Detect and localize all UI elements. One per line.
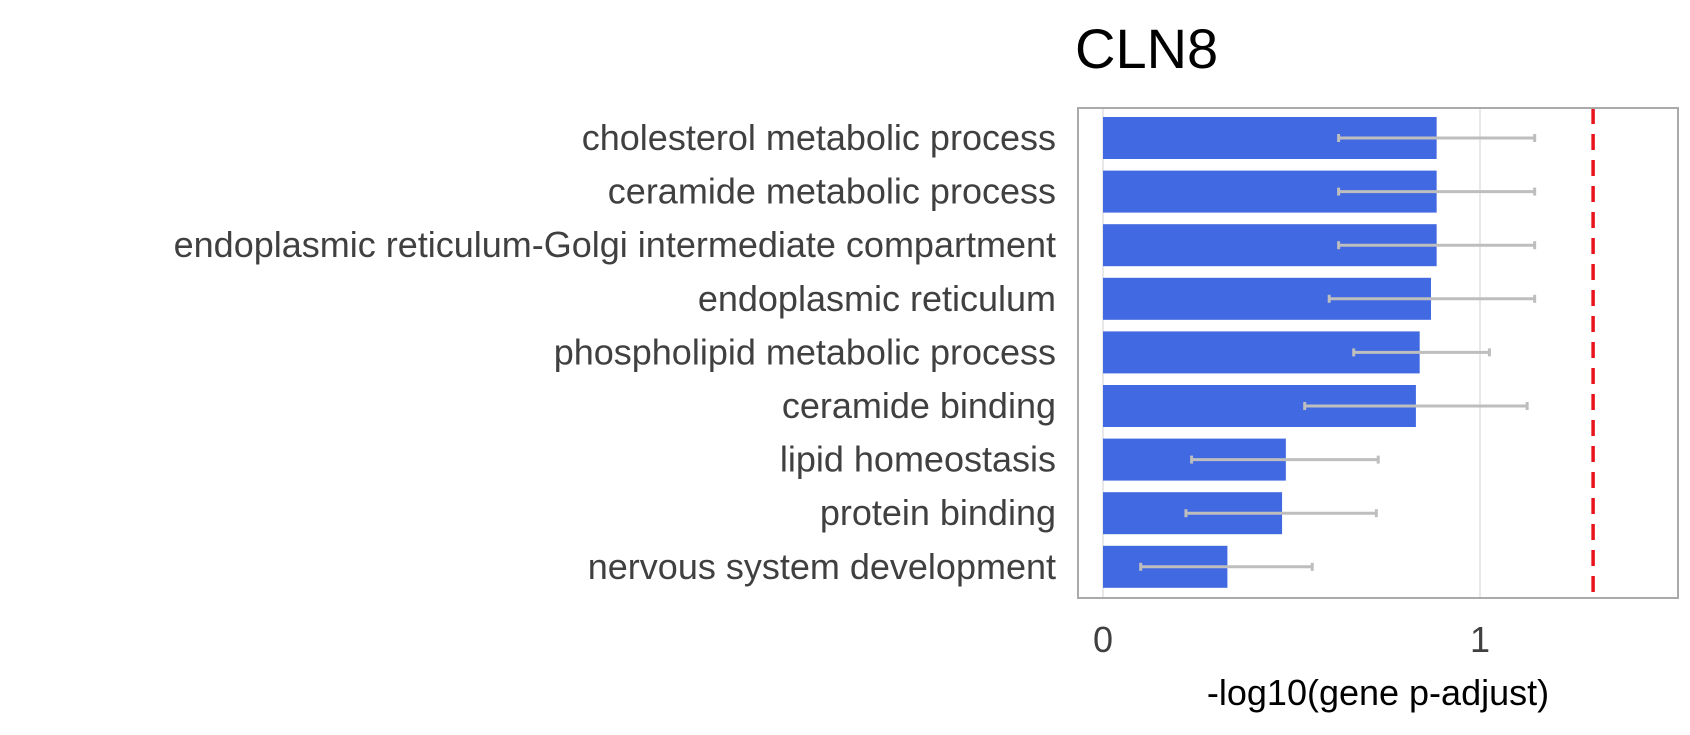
error-bar-6 — [1190, 455, 1380, 464]
category-label-7: protein binding — [820, 492, 1056, 533]
chart-title: CLN8 — [1075, 17, 1218, 80]
error-bar-0 — [1337, 134, 1537, 142]
x-axis-label: -log10(gene p-adjust) — [1207, 672, 1549, 713]
category-label-0: cholesterol metabolic process — [582, 117, 1056, 158]
plot-frame — [1077, 107, 1679, 599]
category-label-3: endoplasmic reticulum — [698, 278, 1056, 319]
category-label-8: nervous system development — [588, 546, 1056, 587]
category-label-4: phospholipid metabolic process — [554, 331, 1056, 372]
category-label-5: ceramide binding — [782, 385, 1056, 426]
error-bar-1 — [1337, 187, 1537, 196]
error-bars — [1139, 134, 1537, 571]
x-tick-label-0: 0 — [1093, 619, 1113, 660]
error-bar-2 — [1337, 241, 1537, 250]
x-tick-label-1: 1 — [1470, 619, 1490, 660]
error-bar-3 — [1327, 294, 1537, 303]
category-label-1: ceramide metabolic process — [608, 171, 1056, 212]
error-bar-8 — [1139, 562, 1314, 571]
category-label-6: lipid homeostasis — [780, 439, 1056, 480]
category-labels: cholesterol metabolic process ceramide me… — [174, 117, 1056, 587]
error-bar-5 — [1303, 402, 1529, 410]
error-bar-7 — [1184, 509, 1378, 518]
error-bar-4 — [1352, 348, 1491, 357]
category-label-2: endoplasmic reticulum-Golgi intermediate… — [174, 224, 1056, 265]
